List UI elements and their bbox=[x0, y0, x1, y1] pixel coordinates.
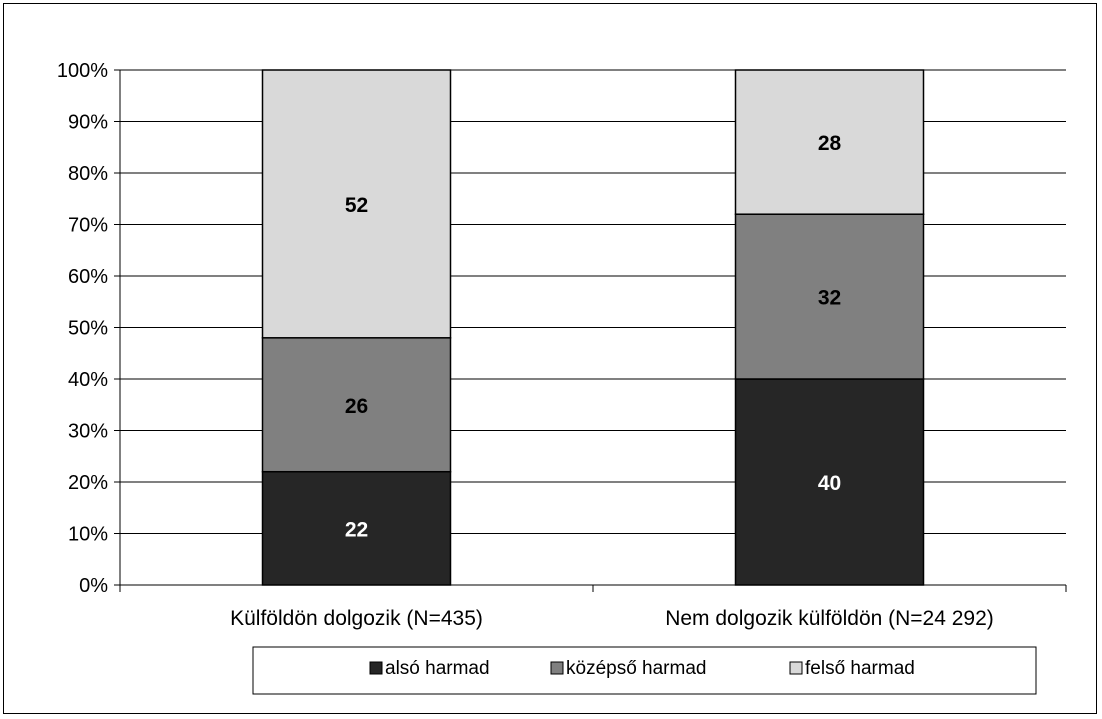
bar-segment bbox=[734, 213, 925, 380]
y-tick-label: 20% bbox=[68, 472, 108, 494]
axes bbox=[119, 70, 1067, 592]
data-label: 22 bbox=[345, 518, 368, 541]
y-tick-label: 40% bbox=[68, 369, 108, 391]
legend: alsó harmad középső harmad felső harmad bbox=[252, 646, 1037, 695]
y-tick-label: 100% bbox=[57, 60, 108, 82]
legend-box bbox=[252, 646, 1037, 695]
bar-segment bbox=[734, 69, 925, 215]
data-label: 40 bbox=[818, 472, 841, 495]
y-tick-label: 50% bbox=[68, 318, 108, 340]
y-tick-label: 90% bbox=[68, 112, 108, 134]
data-labels: 22 26 52 40 32 28 bbox=[345, 132, 842, 541]
y-tick-label: 80% bbox=[68, 163, 108, 185]
bar-segment bbox=[261, 337, 452, 473]
legend-swatch bbox=[789, 661, 803, 675]
data-label: 26 bbox=[345, 395, 368, 418]
bar-segment bbox=[261, 69, 452, 339]
y-tick-label: 70% bbox=[68, 215, 108, 237]
data-label: 28 bbox=[818, 132, 842, 155]
legend-label: középső harmad bbox=[566, 658, 706, 679]
category-label: Nem dolgozik külföldön (N=24 292) bbox=[665, 607, 994, 630]
category-labels: Külföldön dolgozik (N=435) Nem dolgozik k… bbox=[230, 607, 994, 630]
y-tick-label: 10% bbox=[68, 524, 108, 546]
y-tick-label: 60% bbox=[68, 266, 108, 288]
legend-swatch bbox=[550, 661, 564, 675]
y-axis-tick-labels: 0% 10% 20% 30% 40% 50% 60% 70% 80% 90% 100% bbox=[57, 60, 108, 597]
legend-swatch bbox=[369, 661, 383, 675]
y-tick-label: 30% bbox=[68, 421, 108, 443]
legend-label: felső harmad bbox=[805, 658, 915, 679]
data-label: 32 bbox=[818, 287, 841, 310]
bar-segment bbox=[734, 378, 925, 586]
bar-segment bbox=[261, 470, 452, 586]
data-label: 52 bbox=[345, 194, 368, 217]
y-tick-label: 0% bbox=[79, 575, 108, 597]
legend-label: alsó harmad bbox=[385, 658, 490, 679]
category-label: Külföldön dolgozik (N=435) bbox=[230, 607, 483, 630]
bars bbox=[261, 69, 925, 586]
